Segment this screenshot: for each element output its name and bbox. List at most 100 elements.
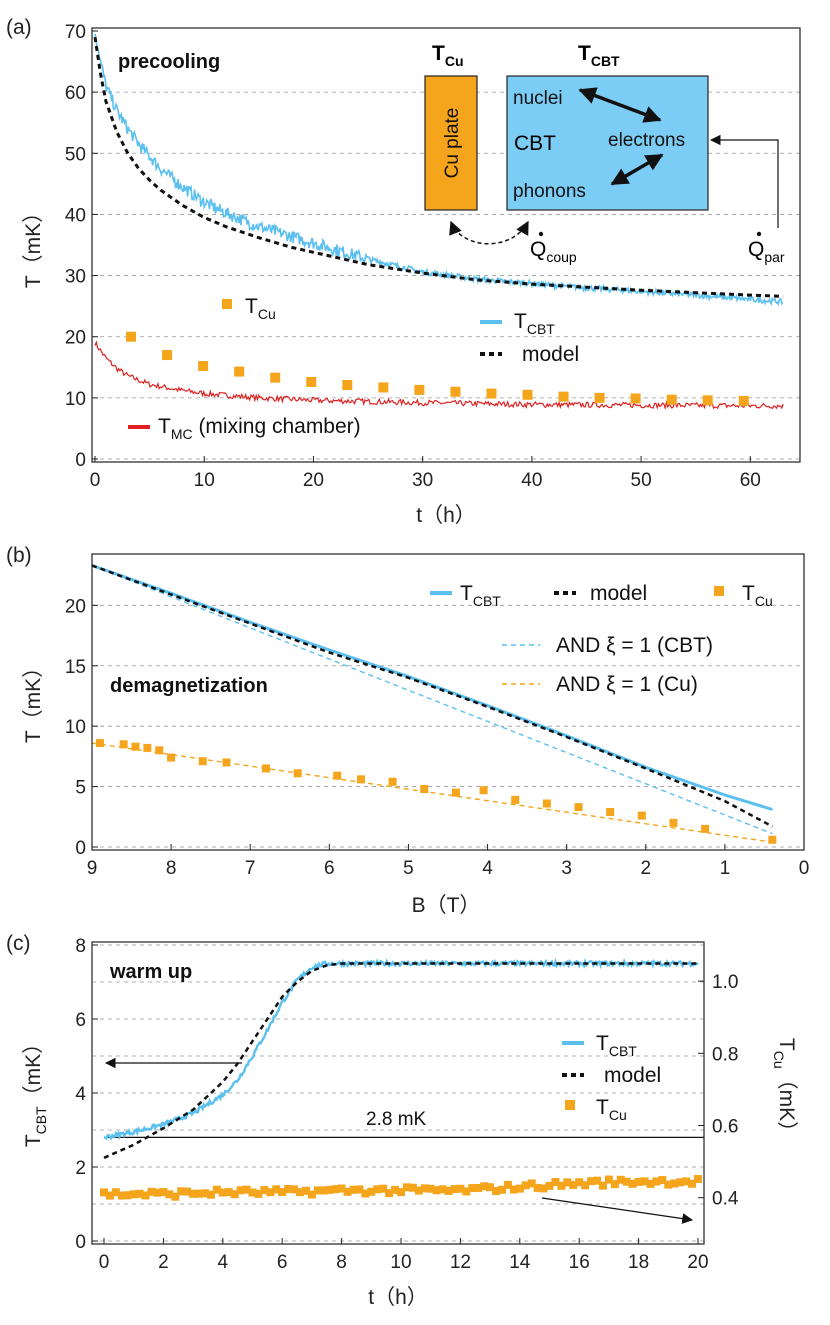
tcu-point xyxy=(155,746,164,755)
tcu-point xyxy=(388,777,397,786)
tcu-point xyxy=(117,1191,126,1200)
tcu-point xyxy=(159,1188,168,1197)
legend-a-tcu-marker xyxy=(222,299,232,309)
tcu-point xyxy=(408,1183,417,1192)
tcu-point xyxy=(694,1175,702,1184)
panel-c-legend: TCBT model TCu xyxy=(562,1032,661,1123)
tcu-point xyxy=(640,1177,649,1186)
and-cbt-line xyxy=(91,564,773,835)
legend-a-tmc: TMC (mixing chamber) xyxy=(158,415,361,442)
tcu-point xyxy=(545,1181,554,1190)
tcu-point xyxy=(224,1188,233,1197)
c-xtick-label: 12 xyxy=(450,1252,471,1273)
tcu-point xyxy=(242,1185,251,1194)
tcu-point xyxy=(630,393,641,404)
legend-c-tcu: TCu xyxy=(596,1096,627,1123)
tcu-point xyxy=(307,1190,316,1199)
tcu-point xyxy=(581,1181,590,1190)
tcbt-series-line xyxy=(91,564,773,811)
c-xtick-label: 16 xyxy=(569,1252,590,1273)
b-xtick-label: 1 xyxy=(720,858,731,879)
panel-c-ylabel: TCBT（mK） xyxy=(22,1033,49,1147)
tcu-point xyxy=(177,1187,186,1196)
tcu-point xyxy=(254,1189,263,1198)
legend-b-tcu-marker xyxy=(714,586,724,596)
a-xtick-label: 10 xyxy=(194,470,215,491)
legend-c-tcbt: TCBT xyxy=(596,1032,637,1059)
tcu-point xyxy=(557,1181,566,1190)
tcu-point xyxy=(598,1181,607,1190)
phonons-electrons-arrow xyxy=(610,153,664,186)
tcu-point xyxy=(147,1187,156,1196)
b-xtick-label: 7 xyxy=(245,858,256,879)
tcu-point xyxy=(563,1178,572,1187)
tcu-point xyxy=(162,350,173,361)
tcu-point xyxy=(682,1177,691,1186)
tcu-point xyxy=(218,1188,227,1197)
tcu-point xyxy=(379,1184,388,1193)
tcu-point xyxy=(669,818,678,827)
tcu-point xyxy=(606,807,615,816)
tcbt-series-line xyxy=(103,957,699,1141)
tcu-point xyxy=(664,1180,673,1189)
tcu-point xyxy=(646,1179,655,1188)
tcu-point xyxy=(768,835,777,844)
tcu-point xyxy=(200,1189,209,1198)
model-series-line xyxy=(91,564,773,828)
tcu-point xyxy=(198,757,207,766)
b-xtick-label: 8 xyxy=(166,858,177,879)
legend-b-and-cbt: AND ξ = 1 (CBT) xyxy=(556,634,713,657)
legend-a-model: model xyxy=(522,343,579,366)
cbt-label: CBT xyxy=(514,132,556,155)
tcu-point xyxy=(195,1189,204,1198)
tcu-point xyxy=(511,795,520,804)
tcu-point xyxy=(262,764,271,773)
tcu-point xyxy=(438,1185,447,1194)
panel-c: (c) 0 2 4 6 8 10 12 14 16 18 20 0 2 4 6 8 0.4 0.6 0.8 1.0 t… xyxy=(6,932,798,1309)
tcu-point xyxy=(450,1185,459,1194)
tcu-point xyxy=(397,1188,405,1197)
tcu-point xyxy=(349,1185,358,1194)
tcu-point xyxy=(100,1188,108,1197)
tcu-point xyxy=(342,380,353,391)
tcu-point xyxy=(738,395,749,406)
tcu-point xyxy=(522,389,533,400)
tcu-point xyxy=(230,1190,239,1199)
c-y2tick-label: 0.8 xyxy=(712,1044,738,1065)
a-ytick-label: 10 xyxy=(65,389,86,410)
panel-a-ylabel: T（mK） xyxy=(22,202,45,288)
c-xtick-label: 0 xyxy=(99,1252,110,1273)
c-ytick-label: 4 xyxy=(75,1084,86,1105)
panel-b-xlabel: B（T） xyxy=(412,894,481,917)
thermal-model-diagram: TCu TCBT Cu plate nuclei CBT electrons p… xyxy=(424,42,785,265)
legend-a-tcbt: TCBT xyxy=(514,310,555,337)
a-ytick-label: 60 xyxy=(65,83,86,104)
tcu-point xyxy=(492,1187,501,1196)
panel-a-frame xyxy=(91,27,801,463)
panel-b-annotation: demagnetization xyxy=(110,675,268,697)
tcu-point xyxy=(206,1190,215,1199)
tcu-point xyxy=(515,1184,524,1193)
tcu-point xyxy=(444,1186,453,1195)
tcu-point xyxy=(296,1188,305,1197)
qpar-dot xyxy=(756,231,762,237)
tcu-point xyxy=(479,786,488,795)
tcu-point xyxy=(153,1188,162,1197)
tcu-point xyxy=(451,788,460,797)
tcu-point xyxy=(432,1186,441,1195)
phonons-label: phonons xyxy=(513,181,586,202)
tcu-point xyxy=(337,1184,346,1193)
tcu-point xyxy=(373,1185,382,1194)
tcu-point xyxy=(637,811,646,820)
c-xtick-label: 10 xyxy=(390,1252,411,1273)
tcu-point xyxy=(503,1180,512,1189)
tcu-point xyxy=(126,331,137,342)
c-ytick-label: 6 xyxy=(75,1010,86,1031)
tcu-point xyxy=(284,1185,293,1194)
b-ytick-label: 5 xyxy=(75,778,86,799)
tcu-point xyxy=(575,1178,584,1187)
tcu-point xyxy=(450,386,461,397)
legend-b-tcbt: TCBT xyxy=(460,582,501,609)
b-xtick-label: 4 xyxy=(482,858,493,879)
